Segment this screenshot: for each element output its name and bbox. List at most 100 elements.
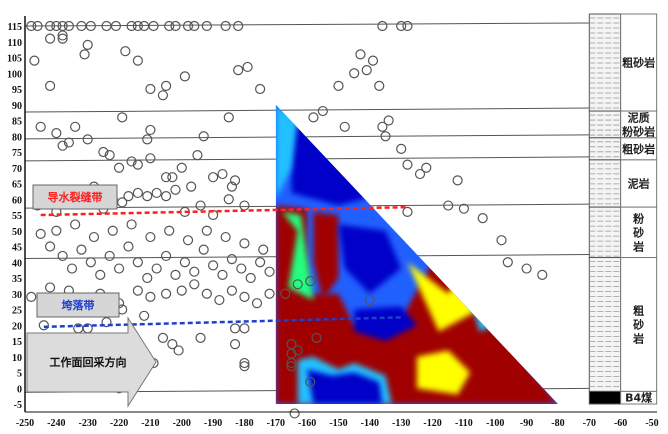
- contour-patch: [291, 120, 386, 206]
- y-tick-label: 50: [12, 227, 22, 238]
- data-point: [189, 266, 200, 277]
- zone-lines: [40, 205, 408, 329]
- y-tick-label: 70: [12, 164, 22, 175]
- strata-label: 粗砂岩: [622, 142, 655, 156]
- data-point: [220, 20, 231, 32]
- x-tick-label: -140: [361, 418, 379, 429]
- data-point: [170, 20, 181, 32]
- data-point: [167, 172, 178, 183]
- data-point: [242, 61, 253, 73]
- data-point: [29, 55, 40, 66]
- x-tick-label: -180: [235, 418, 253, 429]
- data-point: [355, 49, 366, 60]
- data-point: [26, 20, 37, 32]
- data-point: [367, 55, 379, 66]
- data-point: [236, 263, 247, 274]
- data-point: [217, 269, 228, 280]
- data-point: [521, 263, 532, 274]
- data-point: [311, 332, 322, 343]
- data-point: [142, 134, 153, 145]
- data-point: [280, 288, 291, 299]
- data-point: [292, 279, 303, 290]
- data-point: [160, 288, 172, 299]
- x-tick-label: -50: [645, 418, 658, 429]
- data-point: [145, 153, 156, 164]
- data-point: [286, 357, 297, 369]
- data-point: [317, 105, 328, 117]
- strata-boundary-line: [24, 22, 590, 27]
- data-point: [85, 20, 96, 32]
- data-point: [113, 162, 125, 173]
- data-point: [396, 20, 407, 32]
- data-point: [258, 244, 269, 255]
- data-point: [157, 332, 169, 343]
- data-point: [361, 64, 372, 76]
- data-point: [82, 134, 93, 145]
- data-point: [51, 225, 62, 236]
- data-point: [132, 20, 143, 32]
- data-point: [126, 20, 137, 32]
- y-tick-label: 110: [8, 38, 22, 49]
- data-point: [226, 254, 238, 265]
- data-point: [139, 20, 150, 32]
- data-point: [239, 200, 250, 211]
- data-point: [245, 272, 256, 284]
- data-point: [377, 20, 388, 32]
- zone-label-box: [36, 292, 120, 318]
- data-point: [160, 250, 172, 262]
- data-point: [173, 345, 184, 356]
- data-point: [477, 213, 488, 224]
- strata-label: B4煤: [625, 391, 653, 405]
- x-tick-label: -130: [392, 418, 410, 429]
- x-tick-label: -90: [520, 418, 533, 429]
- x-tick-label: -60: [614, 418, 627, 429]
- data-point: [104, 250, 115, 262]
- data-point: [145, 291, 156, 302]
- y-tick-label: 40: [12, 258, 22, 269]
- x-tick-label: -190: [204, 418, 222, 429]
- data-point: [104, 150, 115, 161]
- x-tick-label: -120: [423, 418, 441, 429]
- data-point: [126, 219, 137, 230]
- data-point: [157, 90, 169, 101]
- zone-label: 垮落带: [62, 298, 95, 312]
- strata-label: 泥岩: [628, 177, 650, 191]
- data-point: [192, 150, 203, 161]
- y-tick-label: 10: [12, 353, 22, 364]
- y-tick-label: 25: [12, 306, 22, 317]
- data-point: [44, 282, 56, 293]
- data-point: [57, 33, 68, 44]
- contour-patch: [338, 224, 402, 294]
- y-tick-label: 15: [12, 337, 22, 348]
- data-point: [44, 80, 56, 91]
- data-point: [113, 263, 125, 274]
- data-point: [160, 172, 172, 183]
- contour-patch: [313, 211, 339, 301]
- data-point: [443, 200, 454, 211]
- data-point: [164, 225, 175, 236]
- data-point: [26, 291, 37, 302]
- strata-label: 粗砂岩: [622, 56, 655, 70]
- data-point: [251, 298, 263, 309]
- data-point: [179, 257, 190, 268]
- data-point: [502, 257, 513, 268]
- data-point: [44, 33, 56, 44]
- data-point: [145, 83, 156, 95]
- y-tick-label: 115: [8, 22, 22, 33]
- data-point: [198, 131, 209, 142]
- data-point: [377, 121, 388, 132]
- data-point: [380, 131, 391, 142]
- y-tick-label: 75: [12, 148, 22, 159]
- data-point: [70, 219, 81, 230]
- strata-label: 岩: [632, 331, 644, 345]
- data-point: [189, 20, 200, 32]
- data-point: [239, 361, 250, 372]
- data-point: [63, 137, 74, 148]
- data-point: [383, 115, 394, 126]
- data-point: [305, 276, 316, 287]
- y-tick-label: 5: [17, 369, 22, 380]
- x-tick-label: -80: [551, 418, 564, 429]
